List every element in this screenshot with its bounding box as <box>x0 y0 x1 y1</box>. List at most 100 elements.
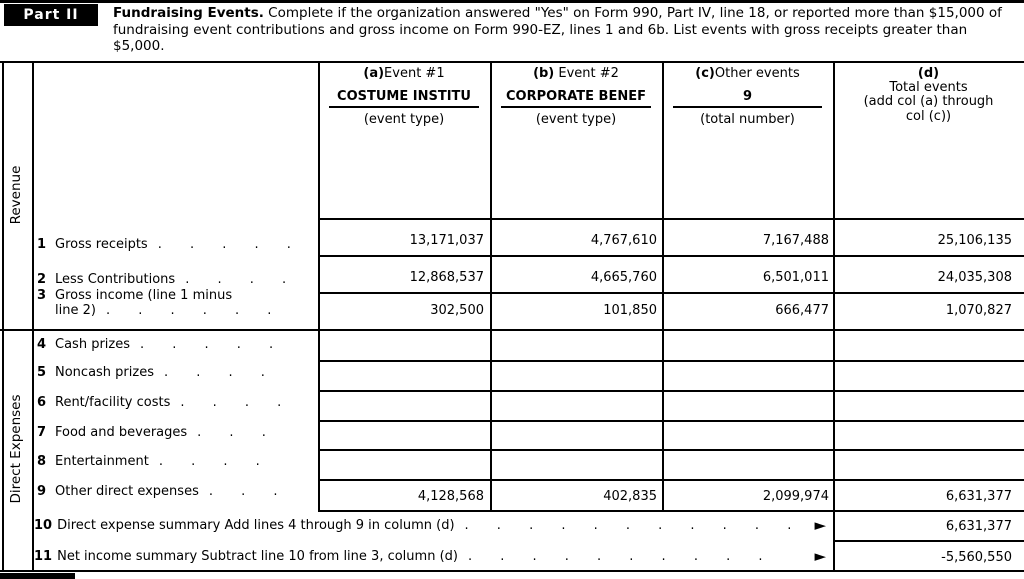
row-3-number: 3 <box>37 288 47 303</box>
section-instructions: Complete if the organization answered "Y… <box>113 5 1002 54</box>
col-c-total-number-value: 9 <box>673 89 822 108</box>
row-1-label: 1 Gross receipts . . . . . <box>37 237 291 252</box>
row-1-col-c-amount: 7,167,488 <box>762 233 829 248</box>
row-5-text: Noncash prizes <box>55 365 154 380</box>
col-d-caption: (add col (a) through col (c)) <box>863 94 994 124</box>
dot-leader: . . . . . . <box>105 303 272 318</box>
row-10-col-d-amount: 6,631,377 <box>945 519 1012 534</box>
row-1-col-a-amount: 13,171,037 <box>409 233 484 248</box>
row-3-col-b-amount: 101,850 <box>603 303 657 318</box>
col-c-letter: (c) <box>695 66 715 81</box>
col-b-letter: (b) <box>533 66 555 81</box>
row-10-number: 10 <box>34 518 53 533</box>
row-8-number: 8 <box>37 454 47 469</box>
col-b-event-type-value: CORPORATE BENEF <box>501 89 651 108</box>
row-7-text: Food and beverages <box>55 425 188 440</box>
dot-leader: . . . . <box>180 395 282 410</box>
part-label: Part II <box>4 4 98 26</box>
row-7-number: 7 <box>37 425 47 440</box>
dot-leader: . . . . <box>163 365 265 380</box>
side-label-revenue: Revenue <box>8 165 24 225</box>
table-bottom-line <box>0 570 1024 572</box>
row-9-col-d-amount: 6,631,377 <box>945 489 1012 504</box>
arrow-right-icon: ► <box>814 516 826 534</box>
col-a-header: (a)Event #1 <box>318 66 490 81</box>
dot-leader: . . . . . . . . . . <box>467 549 763 564</box>
col-d-title: Total events <box>889 80 968 95</box>
row-2-col-b-amount: 4,665,760 <box>590 270 657 285</box>
dot-leader: . . . . . <box>140 337 274 352</box>
col-c-header: (c)Other events <box>662 66 833 81</box>
dot-leader: . . . . <box>185 272 287 287</box>
row-4-label: 4 Cash prizes . . . . . <box>37 337 273 352</box>
grid-line <box>318 218 1024 220</box>
col-a-title: Event #1 <box>384 66 445 81</box>
grid-line <box>318 360 1024 362</box>
row-6-number: 6 <box>37 395 47 410</box>
row-4-text: Cash prizes <box>55 337 130 352</box>
row-9-col-b-amount: 402,835 <box>603 489 657 504</box>
dot-leader: . . . . <box>158 454 260 469</box>
next-part-header-bar <box>0 573 75 579</box>
row-2-col-a-amount: 12,868,537 <box>409 270 484 285</box>
row-6-label: 6 Rent/facility costs . . . . <box>37 395 281 410</box>
row-2-col-d-amount: 24,035,308 <box>937 270 1012 285</box>
row-10-text: Direct expense summary Add lines 4 throu… <box>57 518 455 533</box>
row-2-col-c-amount: 6,501,011 <box>762 270 829 285</box>
row-1-col-d-amount: 25,106,135 <box>937 233 1012 248</box>
col-b-caption: (event type) <box>535 112 617 127</box>
row-1-col-b-amount: 4,767,610 <box>590 233 657 248</box>
row-1-text: Gross receipts <box>55 237 148 252</box>
grid-line <box>318 479 1024 481</box>
dot-leader: . . . . . <box>157 237 291 252</box>
row-8-text: Entertainment <box>55 454 149 469</box>
row-2-text: Less Contributions <box>55 272 176 287</box>
col-a-letter: (a) <box>363 66 385 81</box>
row-6-text: Rent/facility costs <box>55 395 171 410</box>
row-9-col-c-amount: 2,099,974 <box>762 489 829 504</box>
col-d-letter: (d) <box>917 66 940 81</box>
grid-line <box>32 62 34 571</box>
row-3-col-d-amount: 1,070,827 <box>945 303 1012 318</box>
row-2-number: 2 <box>37 272 47 287</box>
col-c-title: Other events <box>714 66 800 81</box>
side-label-direct-expenses: Direct Expenses <box>8 394 24 504</box>
dot-leader: . . . . . . . . . . . <box>464 518 792 533</box>
grid-line <box>662 62 664 511</box>
grid-line <box>318 420 1024 422</box>
section-header: Fundraising Events. Complete if the orga… <box>113 5 1011 55</box>
grid-line <box>318 390 1024 392</box>
row-11-text: Net income summary Subtract line 10 from… <box>57 549 458 564</box>
dot-leader: . . . <box>208 484 278 499</box>
grid-line <box>318 255 1024 257</box>
grid-line <box>318 62 320 511</box>
row-3-col-a-amount: 302,500 <box>430 303 484 318</box>
col-a-event-type-value: COSTUME INSTITU <box>329 89 479 108</box>
row-3-col-c-amount: 666,477 <box>775 303 829 318</box>
arrow-right-icon: ► <box>814 547 826 565</box>
row-7-label: 7 Food and beverages . . . <box>37 425 266 440</box>
grid-line <box>2 62 4 571</box>
row-3-label: 3 Gross income (line 1 minus <box>37 288 232 303</box>
row-11-col-d-amount: -5,560,550 <box>941 550 1012 565</box>
row-10-label: 10 Direct expense summary Add lines 4 thr… <box>34 516 826 534</box>
row-1-number: 1 <box>37 237 47 252</box>
row-9-number: 9 <box>37 484 47 499</box>
grid-line <box>833 62 835 571</box>
row-9-col-a-amount: 4,128,568 <box>417 489 484 504</box>
grid-line <box>833 540 1024 542</box>
row-9-label: 9 Other direct expenses . . . <box>37 484 278 499</box>
grid-line <box>318 510 1024 512</box>
row-3-label-line2: line 2) . . . . . . <box>55 303 271 318</box>
dot-leader: . . . <box>197 425 266 440</box>
col-b-header: (b) Event #2 <box>490 66 662 81</box>
col-b-title: Event #2 <box>554 66 619 81</box>
row-8-label: 8 Entertainment . . . . <box>37 454 260 469</box>
row-3-text: Gross income (line 1 minus <box>55 288 233 303</box>
row-5-label: 5 Noncash prizes . . . . <box>37 365 265 380</box>
col-c-caption: (total number) <box>700 112 795 127</box>
row-5-number: 5 <box>37 365 47 380</box>
grid-line <box>0 61 1024 63</box>
section-divider-line <box>0 329 1024 331</box>
